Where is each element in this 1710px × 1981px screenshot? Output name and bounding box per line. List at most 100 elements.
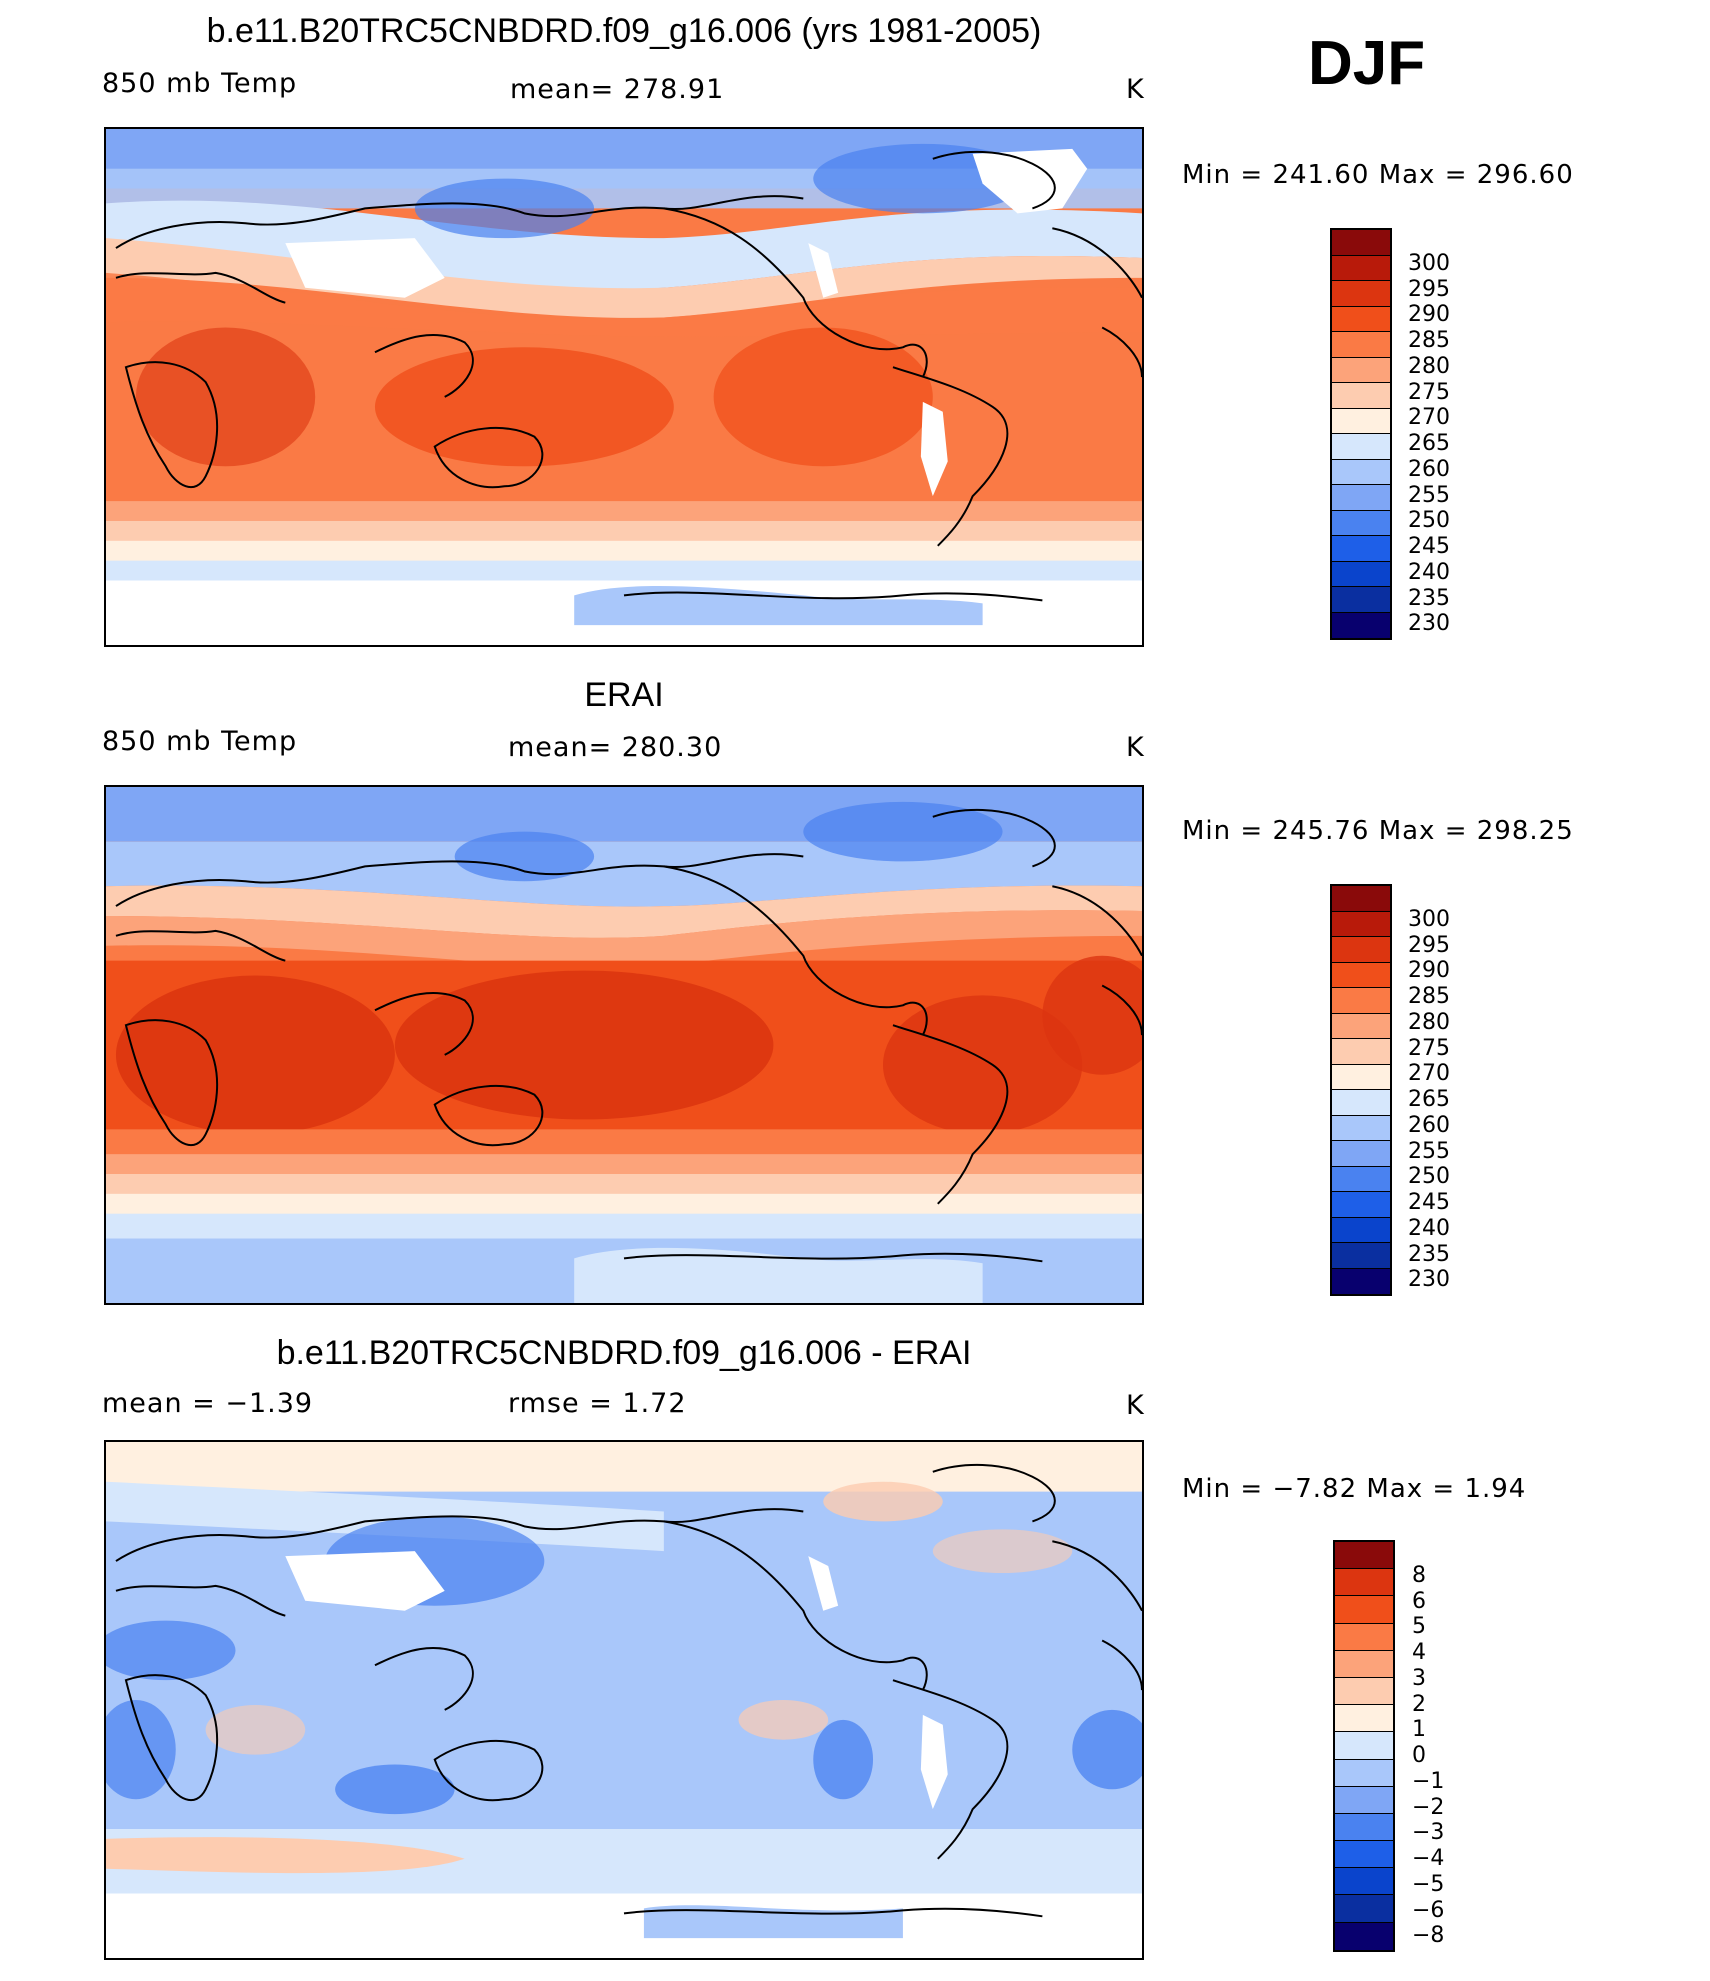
colorbar-tick-label: 270 [1408, 405, 1450, 431]
colorbar-tick-label: 230 [1408, 611, 1450, 637]
colorbar-tick-label: 250 [1408, 508, 1450, 534]
colorbar-swatch [1332, 1217, 1390, 1243]
panel-1-map [104, 127, 1144, 647]
colorbar-tick-label: 290 [1408, 302, 1450, 328]
panel-3-title: b.e11.B20TRC5CNBDRD.f09_g16.006 - ERAI [276, 1334, 972, 1372]
colorbar-swatch [1332, 536, 1390, 562]
colorbar-tick-label: 280 [1408, 353, 1450, 379]
colorbar-tick-label: 240 [1408, 559, 1450, 585]
panel-3-map [104, 1440, 1144, 1960]
colorbar-swatch [1335, 1759, 1393, 1787]
colorbar-swatch [1332, 1192, 1390, 1218]
colorbar-swatch [1332, 1166, 1390, 1192]
colorbar-swatch [1332, 306, 1390, 332]
colorbar-swatch [1332, 230, 1390, 256]
colorbar-swatch [1335, 1596, 1393, 1624]
panel-3-minmax: Min = −7.82 Max = 1.94 [1182, 1474, 1527, 1504]
colorbar-swatch [1332, 587, 1390, 613]
colorbar-swatch [1335, 1868, 1393, 1896]
colorbar-swatch [1332, 434, 1390, 460]
colorbar-tick-label: 245 [1408, 1190, 1450, 1216]
colorbar-swatch [1335, 1569, 1393, 1597]
colorbar-tick-label: 260 [1408, 1112, 1450, 1138]
colorbar-tick-label: −4 [1412, 1846, 1445, 1872]
panel-1-colorbar [1330, 228, 1392, 640]
colorbar-tick-label: −8 [1412, 1923, 1445, 1949]
colorbar-swatch [1332, 962, 1390, 988]
colorbar-swatch [1332, 1064, 1390, 1090]
panel-2-map [104, 785, 1144, 1305]
colorbar-swatch [1332, 357, 1390, 383]
colorbar-swatch [1335, 1813, 1393, 1842]
colorbar-swatch [1332, 459, 1390, 485]
colorbar-swatch [1332, 332, 1390, 358]
colorbar-swatch [1332, 281, 1390, 307]
colorbar-swatch [1335, 1705, 1393, 1733]
colorbar-tick-label: 270 [1408, 1061, 1450, 1087]
colorbar-swatch [1335, 1786, 1393, 1814]
panel-2-colorbar [1330, 884, 1392, 1296]
panel-2-title: ERAI [584, 676, 664, 714]
colorbar-tick-label: 280 [1408, 1009, 1450, 1035]
colorbar-tick-label: 300 [1408, 250, 1450, 276]
colorbar-tick-label: 295 [1408, 276, 1450, 302]
colorbar-tick-label: 285 [1408, 328, 1450, 354]
colorbar-tick-label: 285 [1408, 984, 1450, 1010]
colorbar-tick-label: 6 [1412, 1588, 1426, 1614]
colorbar-tick-label: 245 [1408, 534, 1450, 560]
colorbar-swatch [1335, 1623, 1393, 1651]
colorbar-tick-label: 0 [1412, 1743, 1426, 1769]
panel-1-minmax: Min = 241.60 Max = 296.60 [1182, 160, 1574, 190]
colorbar-tick-label: −6 [1412, 1897, 1445, 1923]
colorbar-tick-label: 5 [1412, 1614, 1426, 1640]
colorbar-swatch [1332, 1039, 1390, 1065]
colorbar-tick-label: 265 [1408, 1087, 1450, 1113]
panel-2-unit-label: K [1126, 732, 1145, 763]
colorbar-tick-label: 275 [1408, 379, 1450, 405]
colorbar-tick-label: 230 [1408, 1267, 1450, 1293]
panel-3-unit-label: K [1126, 1390, 1145, 1421]
colorbar-tick-label: 3 [1412, 1665, 1426, 1691]
colorbar-swatch [1332, 383, 1390, 409]
panel-2-mean-label: mean= 280.30 [508, 732, 723, 763]
season-label: DJF [1308, 29, 1426, 98]
colorbar-swatch [1335, 1542, 1393, 1570]
colorbar-swatch [1332, 510, 1390, 536]
colorbar-swatch [1332, 612, 1390, 638]
colorbar-swatch [1335, 1895, 1393, 1923]
colorbar-swatch [1332, 1268, 1390, 1294]
colorbar-swatch [1332, 1243, 1390, 1269]
colorbar-swatch [1335, 1732, 1393, 1760]
panel-1-unit-label: K [1126, 74, 1145, 105]
colorbar-swatch [1332, 911, 1390, 937]
colorbar-tick-label: 300 [1408, 906, 1450, 932]
panel-1-mean-label: mean= 278.91 [510, 74, 725, 105]
colorbar-swatch [1332, 408, 1390, 434]
colorbar-tick-label: −1 [1412, 1768, 1445, 1794]
colorbar-swatch [1332, 1115, 1390, 1141]
colorbar-tick-label: 260 [1408, 456, 1450, 482]
colorbar-tick-label: 250 [1408, 1164, 1450, 1190]
colorbar-tick-label: 4 [1412, 1640, 1426, 1666]
colorbar-tick-label: 255 [1408, 482, 1450, 508]
colorbar-swatch [1332, 485, 1390, 511]
colorbar-swatch [1335, 1922, 1393, 1950]
panel-1-variable-label: 850 mb Temp [102, 68, 298, 99]
colorbar-tick-label: −3 [1412, 1820, 1445, 1846]
colorbar-tick-label: 255 [1408, 1138, 1450, 1164]
panel-3-rmse-label: rmse = 1.72 [508, 1388, 687, 1419]
colorbar-tick-label: 275 [1408, 1035, 1450, 1061]
colorbar-swatch [1335, 1650, 1393, 1678]
colorbar-tick-label: 265 [1408, 431, 1450, 457]
colorbar-tick-label: 1 [1412, 1717, 1426, 1743]
colorbar-tick-label: 8 [1412, 1562, 1426, 1588]
colorbar-swatch [1332, 561, 1390, 587]
colorbar-swatch [1332, 886, 1390, 912]
colorbar-swatch [1332, 255, 1390, 281]
panel-3-mean-label: mean = −1.39 [102, 1388, 314, 1419]
colorbar-tick-label: −2 [1412, 1794, 1445, 1820]
colorbar-swatch [1332, 937, 1390, 963]
panel-2-variable-label: 850 mb Temp [102, 726, 298, 757]
colorbar-swatch [1332, 1013, 1390, 1039]
colorbar-tick-label: 295 [1408, 932, 1450, 958]
